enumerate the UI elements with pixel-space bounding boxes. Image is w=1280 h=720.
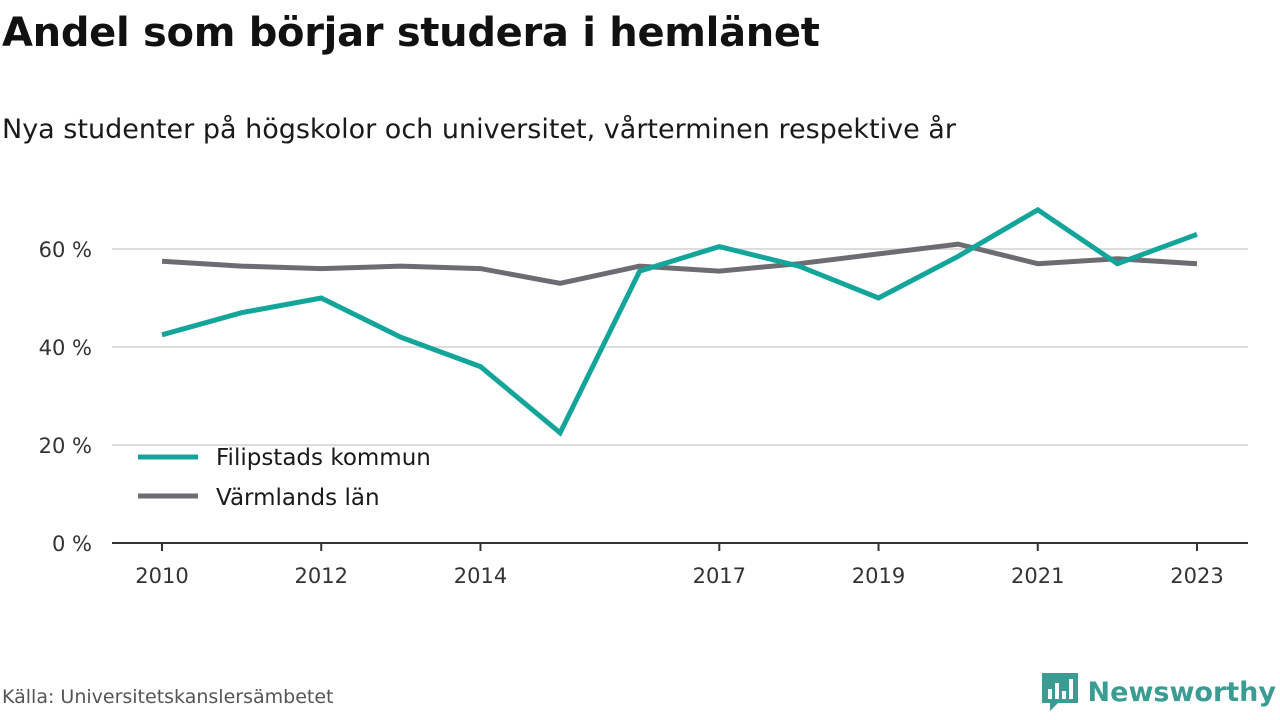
legend-label-filipstad: Filipstads kommun — [216, 445, 431, 471]
bar-chart-icon — [1041, 673, 1078, 711]
x-tick-label: 2010 — [135, 564, 188, 588]
series-line-filipstad — [161, 206, 1198, 437]
x-axis-tick-labels: 2010 2012 2014 2017 2019 2021 2023 — [135, 543, 1224, 588]
x-tick-label: 2017 — [693, 564, 746, 588]
y-tick-label: 60 % — [39, 238, 92, 262]
x-tick-label: 2019 — [852, 564, 905, 588]
grid-lines — [112, 248, 1248, 446]
x-tick-label: 2021 — [1011, 564, 1064, 588]
x-tick-label: 2023 — [1170, 564, 1223, 588]
brand-name: Newsworthy — [1087, 676, 1276, 708]
legend-label-varmland: Värmlands län — [216, 485, 380, 511]
series-lines — [161, 206, 1198, 437]
y-tick-label: 40 % — [39, 336, 92, 360]
x-tick-label: 2012 — [295, 564, 348, 588]
legend: Filipstads kommun Värmlands län — [138, 445, 431, 511]
y-tick-label: 20 % — [39, 434, 92, 458]
source-note: Källa: Universitetskanslersämbetet — [2, 686, 334, 708]
brand-logo[interactable]: Newsworthy — [1040, 672, 1276, 712]
x-tick-label: 2014 — [454, 564, 507, 588]
y-tick-label: 0 % — [52, 532, 92, 556]
chart-title: Andel som börjar studera i hemlänet — [2, 10, 820, 56]
chart-subtitle: Nya studenter på högskolor och universit… — [2, 114, 956, 145]
series-line-varmland — [161, 241, 1198, 286]
y-axis-tick-labels: 0 % 20 % 40 % 60 % — [39, 238, 92, 556]
